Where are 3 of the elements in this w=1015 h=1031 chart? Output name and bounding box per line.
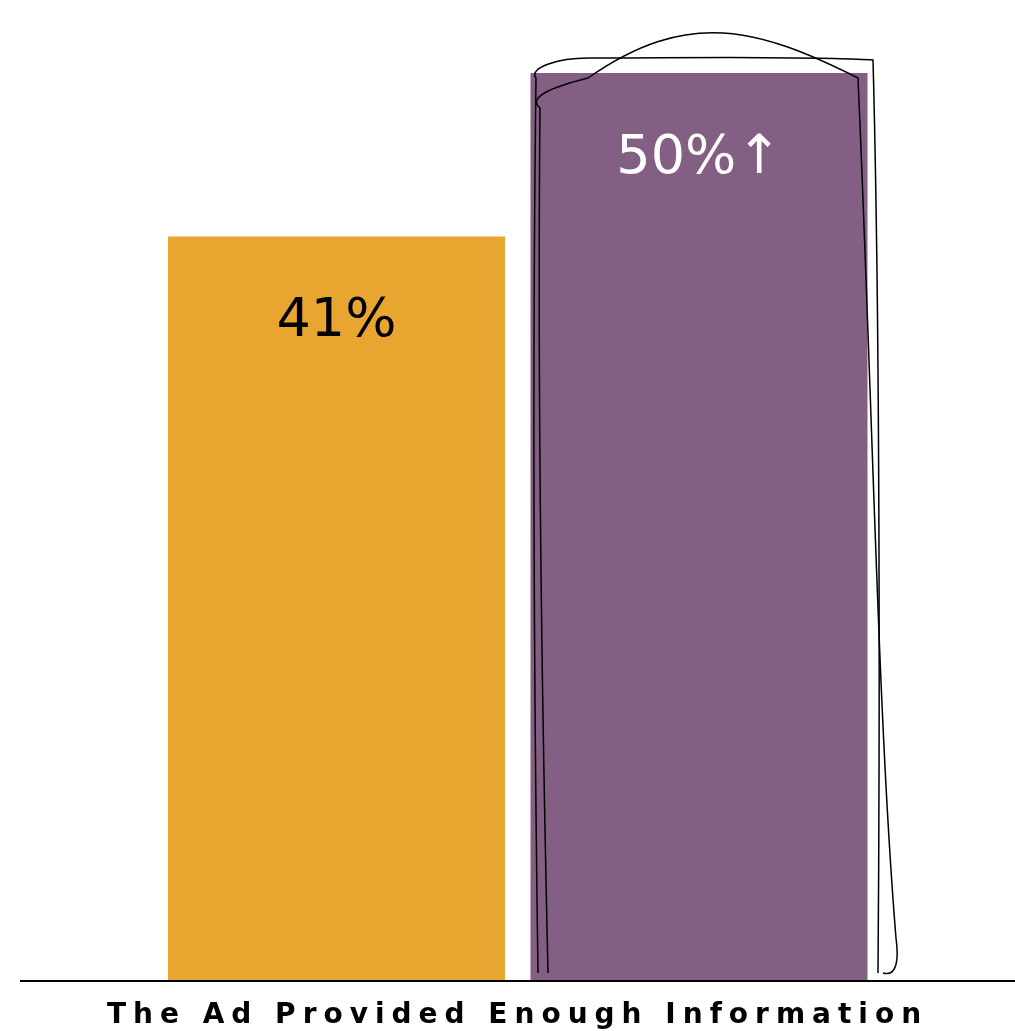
data-label: 41% xyxy=(276,286,397,350)
x-axis-title: The Ad Provided Enough Information xyxy=(106,997,929,1030)
data-label: 50%↑ xyxy=(616,123,782,186)
